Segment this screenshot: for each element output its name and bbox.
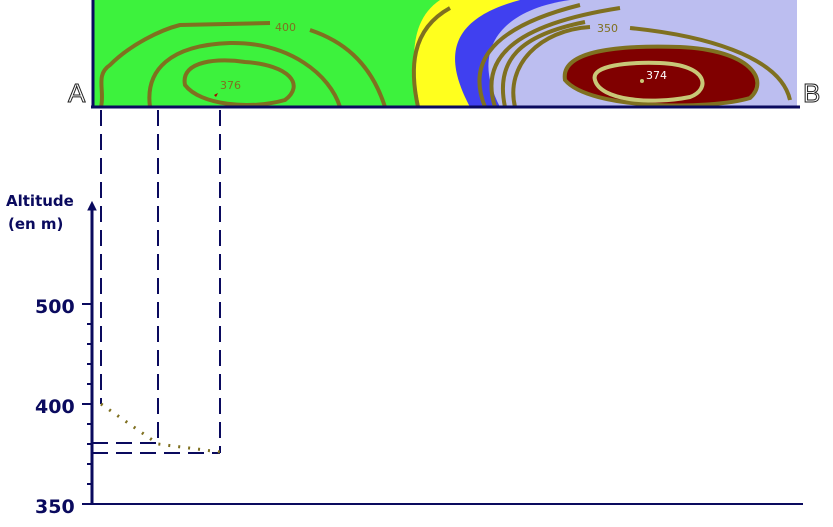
axis-title-line1: Altitude [6,192,74,210]
summit-marker-icon [214,93,218,97]
contour-label-374: 374 [646,69,667,82]
topographic-map: 400 376 350 374 A B [68,0,821,109]
point-b-label: B [803,78,820,108]
summit-marker-icon [640,79,644,83]
axis-title-line2: (en m) [8,215,63,233]
projection-lines [92,110,221,454]
profile-chart [82,110,803,505]
contour-label-400: 400 [275,21,296,34]
tick-label-400: 400 [35,396,75,418]
contour-label-376: 376 [220,79,241,92]
contour-label-350: 350 [597,22,618,35]
contour-lines [99,3,792,108]
profile-line [100,402,221,454]
tick-label-500: 500 [35,296,75,318]
point-a-label: A [68,78,86,108]
y-axis-ticks [82,303,92,505]
y-axis-arrow-icon [87,200,97,211]
tick-label-350: 350 [35,496,75,518]
